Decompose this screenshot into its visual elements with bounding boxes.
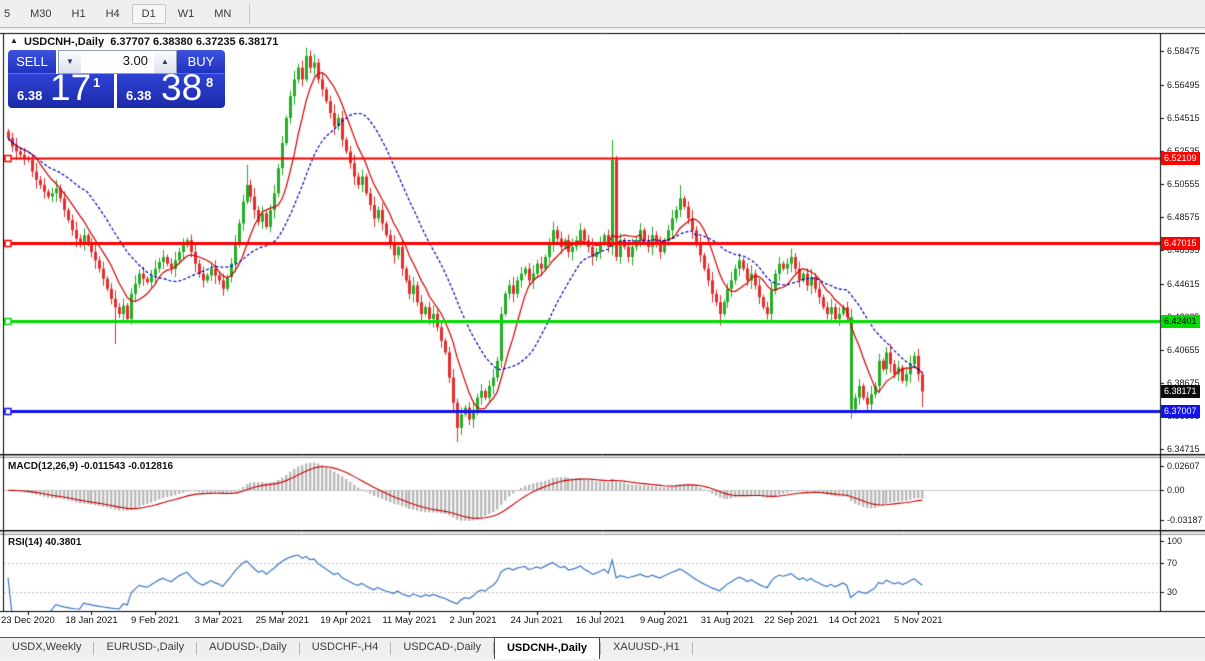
price-tick-label: 6.58475	[1167, 46, 1200, 57]
toolbar-separator	[249, 3, 251, 24]
date-label: 11 May 2021	[382, 615, 437, 626]
bottom-strip	[0, 658, 1205, 661]
buy-quote-panel[interactable]: 6.38 38 8	[117, 67, 225, 108]
tab-separator	[691, 642, 693, 655]
date-label: 9 Feb 2021	[131, 615, 180, 626]
volume-spinner: ▼ 3.00 ▲	[58, 50, 177, 74]
rsi-tick-label: 30	[1167, 587, 1178, 597]
tab-separator	[298, 642, 300, 655]
timeframe-button-d1[interactable]: D1	[131, 3, 166, 24]
price-tick-label: 6.44615	[1167, 278, 1200, 289]
tab-separator	[196, 642, 198, 655]
date-label: 23 Dec 2020	[0, 615, 55, 626]
level-price-chip-6.47015: 6.47015	[1161, 237, 1200, 251]
sell-quote-panel[interactable]: 6.38 17 1	[8, 67, 114, 108]
tab-usdcad-daily[interactable]: USDCAD-,Daily	[403, 641, 481, 653]
date-label: 14 Oct 2021	[828, 615, 881, 626]
tab-separator	[492, 642, 494, 655]
sell-button[interactable]: SELL	[8, 50, 56, 75]
date-label: 9 Aug 2021	[639, 615, 688, 626]
current-price-chip: 6.38171	[1161, 385, 1200, 399]
date-label: 31 Aug 2021	[700, 615, 755, 626]
price-tick-label: 6.34715	[1167, 444, 1200, 455]
rsi-indicator-label: RSI(14) 40.3801	[8, 537, 82, 548]
chart-window: ▲ USDCNH-,Daily 6.37707 6.38380 6.37235 …	[0, 30, 1205, 638]
timeframe-button-m30[interactable]: M30	[30, 7, 52, 20]
tab-usdx-weekly[interactable]: USDX,Weekly	[12, 641, 82, 653]
timeframe-button-mn[interactable]: MN	[214, 7, 232, 20]
timeframe-button-h4[interactable]: H4	[105, 7, 120, 20]
buy-price-sup: 8	[206, 75, 214, 90]
tab-usdcnh-daily[interactable]: USDCNH-,Daily	[493, 637, 601, 659]
date-label: 3 Mar 2021	[194, 615, 243, 626]
timeframe-button-h1[interactable]: H1	[71, 7, 86, 20]
volume-increase-button[interactable]: ▲	[154, 51, 176, 73]
price-tick-label: 6.46595	[1167, 245, 1200, 256]
macd-tick-label: -0.03187	[1167, 515, 1203, 526]
tab-eurusd-daily[interactable]: EURUSD-,Daily	[106, 641, 185, 653]
tab-audusd-daily[interactable]: AUDUSD-,Daily	[209, 641, 287, 653]
timeframe-button-w1[interactable]: W1	[177, 7, 195, 20]
sell-price-big: 17	[50, 67, 92, 108]
date-label: 16 Jul 2021	[575, 615, 625, 626]
date-label: 24 Jun 2021	[510, 615, 563, 626]
chart-title: USDCNH-,Daily 6.37707 6.38380 6.37235 6.…	[24, 36, 278, 48]
price-tick-label: 6.56495	[1167, 79, 1200, 90]
macd-tick-label: 0.02607	[1167, 460, 1200, 471]
price-tick-label: 6.38675	[1167, 378, 1200, 389]
date-label: 2 Jun 2021	[449, 615, 497, 626]
tab-separator	[93, 642, 95, 655]
macd-tick-label: 0.00	[1167, 485, 1185, 496]
rsi-tick-label: 70	[1167, 558, 1178, 568]
date-label: 22 Sep 2021	[764, 615, 818, 626]
price-tick-label: 6.52535	[1167, 145, 1200, 156]
price-tick-label: 6.48575	[1167, 212, 1200, 223]
buy-price-big: 38	[161, 67, 203, 108]
one-click-trading-widget: SELL ▼ 3.00 ▲ BUY 6.38 17 1 6.38 38 8	[8, 50, 225, 108]
timeframe-toolbar: 5 M30 H1 H4 D1 W1 MN	[0, 0, 1205, 28]
chart-tabs-bar: USDX,Weekly EURUSD-,Daily AUDUSD-,Daily USD…	[0, 637, 1205, 659]
chart-symbol-period: USDCNH-,Daily	[24, 36, 105, 48]
collapse-panel-icon[interactable]: ▲	[10, 36, 18, 45]
rsi-tick-label: 100	[1167, 536, 1183, 547]
price-tick-label: 6.50555	[1167, 179, 1200, 190]
tab-xauusd-h1[interactable]: XAUUSD-,H1	[613, 641, 680, 653]
price-tick-label: 6.54515	[1167, 112, 1200, 123]
level-price-chip-6.52109: 6.52109	[1161, 152, 1200, 165]
buy-price-small: 6.38	[126, 88, 152, 103]
date-label: 19 Apr 2021	[320, 615, 372, 626]
date-label: 18 Jan 2021	[65, 615, 118, 626]
macd-indicator-label: MACD(12,26,9) -0.011543 -0.012816	[8, 461, 174, 472]
tab-separator	[600, 642, 602, 655]
price-tick-label: 6.40655	[1167, 344, 1200, 355]
volume-input[interactable]: 3.00	[81, 51, 154, 73]
date-label: 25 Mar 2021	[255, 615, 309, 626]
sell-price-small: 6.38	[17, 88, 43, 103]
tab-separator	[390, 642, 392, 655]
level-price-chip-6.37007: 6.37007	[1161, 404, 1200, 418]
date-label: 5 Nov 2021	[893, 615, 943, 626]
volume-decrease-button[interactable]: ▼	[59, 51, 81, 73]
chart-ohlc-values: 6.37707 6.38380 6.37235 6.38171	[110, 36, 279, 48]
level-price-chip-6.42401: 6.42401	[1161, 314, 1200, 328]
timeframe-button-5[interactable]: 5	[4, 7, 11, 20]
chart-canvas[interactable]	[0, 30, 1205, 638]
sell-price-sup: 1	[93, 75, 101, 90]
tab-usdchf-h4[interactable]: USDCHF-,H4	[311, 641, 379, 653]
